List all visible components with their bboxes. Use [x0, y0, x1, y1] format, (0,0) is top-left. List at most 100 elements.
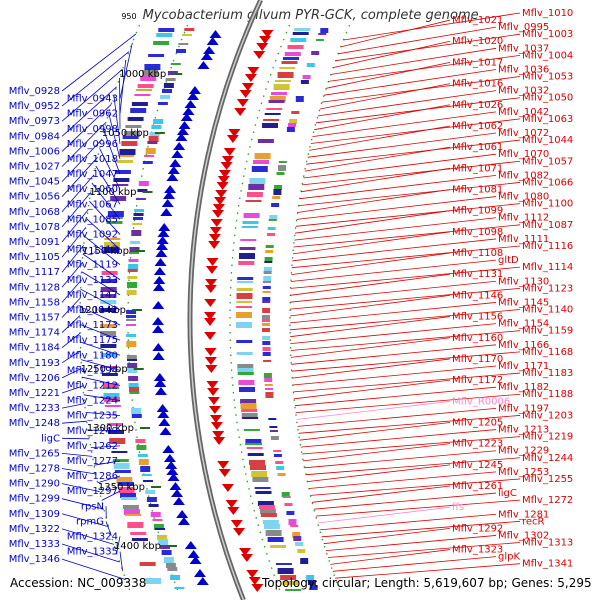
feature-block[interactable]: [138, 459, 149, 465]
left-gene-label[interactable]: Mflv_1184: [9, 343, 60, 354]
right-gene-label[interactable]: gltD: [498, 255, 519, 266]
reverse-strand-gene[interactable]: [152, 325, 165, 333]
forward-strand-gene[interactable]: [256, 43, 269, 51]
right-gene-label[interactable]: Mflv_1032: [498, 86, 549, 97]
feature-block[interactable]: [123, 509, 140, 515]
feature-block[interactable]: [252, 477, 269, 482]
feature-block[interactable]: [278, 161, 287, 163]
feature-block[interactable]: [278, 165, 286, 171]
right-gene-label[interactable]: ligC: [498, 488, 517, 499]
right-gene-label[interactable]: Mflv_1170: [452, 354, 503, 365]
right-gene-label[interactable]: Mflv_1057: [522, 156, 573, 167]
right-gene-label[interactable]: Mflv_1156: [452, 312, 503, 323]
feature-block[interactable]: [129, 247, 140, 252]
reverse-strand-gene[interactable]: [155, 249, 168, 257]
feature-block[interactable]: [120, 497, 137, 500]
right-gene-label[interactable]: Mflv_1072: [498, 128, 549, 139]
forward-strand-gene[interactable]: [207, 388, 220, 396]
right-gene-label[interactable]: Mflv_1203: [522, 410, 573, 421]
feature-block[interactable]: [102, 383, 119, 387]
feature-block[interactable]: [160, 545, 171, 549]
forward-strand-gene[interactable]: [230, 520, 243, 528]
feature-block[interactable]: [103, 393, 120, 397]
right-gene-label[interactable]: Mflv_1197: [498, 403, 549, 414]
feature-block[interactable]: [113, 463, 130, 469]
reverse-strand-gene[interactable]: [180, 113, 193, 121]
forward-strand-gene[interactable]: [204, 285, 217, 293]
forward-strand-gene[interactable]: [205, 279, 218, 287]
feature-block[interactable]: [273, 454, 282, 457]
feature-block[interactable]: [133, 213, 144, 216]
feature-block[interactable]: [101, 366, 118, 368]
reverse-strand-gene[interactable]: [169, 159, 182, 167]
feature-block[interactable]: [156, 33, 173, 37]
reverse-strand-gene[interactable]: [157, 229, 170, 237]
feature-block[interactable]: [120, 493, 136, 498]
left-gene-label[interactable]: Mflv_1290: [9, 479, 60, 490]
right-gene-label[interactable]: Mflv_1010: [522, 8, 573, 19]
feature-block[interactable]: [249, 178, 266, 184]
left-gene-label[interactable]: Mflv_1060: [67, 184, 118, 195]
feature-block[interactable]: [262, 352, 271, 356]
feature-block[interactable]: [150, 512, 161, 517]
reverse-strand-gene[interactable]: [153, 276, 166, 284]
forward-strand-gene[interactable]: [212, 431, 225, 439]
right-gene-label[interactable]: Mflv_1188: [522, 389, 573, 400]
forward-strand-gene[interactable]: [205, 266, 218, 274]
feature-block[interactable]: [137, 454, 148, 457]
feature-block[interactable]: [283, 57, 299, 60]
feature-block[interactable]: [254, 487, 271, 489]
reverse-strand-gene[interactable]: [154, 387, 167, 395]
feature-block[interactable]: [245, 200, 262, 202]
feature-block[interactable]: [318, 33, 327, 35]
feature-block[interactable]: [103, 387, 119, 389]
feature-block[interactable]: [311, 51, 320, 55]
forward-strand-gene[interactable]: [204, 299, 217, 307]
feature-block[interactable]: [264, 261, 273, 263]
forward-strand-gene[interactable]: [225, 500, 238, 508]
feature-block[interactable]: [126, 310, 137, 314]
feature-block[interactable]: [262, 315, 270, 319]
reverse-strand-gene[interactable]: [173, 142, 186, 150]
feature-block[interactable]: [142, 161, 153, 164]
forward-strand-gene[interactable]: [251, 584, 264, 592]
feature-block[interactable]: [268, 100, 285, 103]
forward-strand-gene[interactable]: [206, 258, 219, 266]
feature-block[interactable]: [114, 170, 131, 174]
right-gene-label[interactable]: Mflv_1026: [452, 100, 503, 111]
feature-block[interactable]: [249, 460, 265, 465]
feature-block[interactable]: [277, 568, 294, 574]
feature-block[interactable]: [100, 324, 116, 328]
left-gene-label[interactable]: Mflv_1346: [9, 554, 60, 565]
forward-strand-gene[interactable]: [253, 51, 266, 59]
feature-block[interactable]: [149, 132, 160, 136]
feature-block[interactable]: [262, 301, 271, 303]
feature-block[interactable]: [300, 558, 309, 564]
reverse-strand-gene[interactable]: [178, 121, 191, 129]
feature-block[interactable]: [276, 466, 285, 470]
feature-block[interactable]: [131, 408, 142, 414]
feature-block[interactable]: [281, 61, 298, 64]
feature-block[interactable]: [144, 64, 161, 70]
feature-block[interactable]: [263, 271, 272, 274]
reverse-strand-gene[interactable]: [182, 107, 195, 115]
feature-block[interactable]: [264, 113, 281, 115]
reverse-strand-gene[interactable]: [203, 46, 216, 54]
right-gene-label[interactable]: glpK: [498, 552, 520, 563]
feature-block[interactable]: [265, 388, 273, 390]
feature-block[interactable]: [119, 149, 136, 155]
feature-block[interactable]: [286, 511, 295, 515]
feature-block[interactable]: [178, 43, 189, 45]
feature-block[interactable]: [270, 436, 279, 440]
forward-strand-gene[interactable]: [233, 528, 246, 536]
feature-block[interactable]: [131, 538, 148, 541]
feature-block[interactable]: [237, 364, 254, 370]
right-gene-label[interactable]: Mflv_1219: [522, 432, 573, 443]
feature-block[interactable]: [135, 198, 146, 200]
reverse-strand-gene[interactable]: [188, 86, 201, 94]
feature-block[interactable]: [270, 545, 287, 548]
feature-block[interactable]: [153, 119, 164, 124]
left-gene-label[interactable]: Mflv_0928: [9, 86, 60, 97]
feature-block[interactable]: [275, 563, 292, 565]
feature-block[interactable]: [100, 300, 117, 304]
